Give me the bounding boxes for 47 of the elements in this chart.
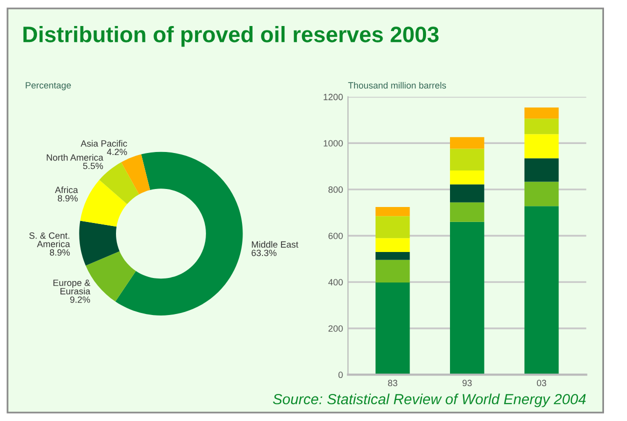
x-tick-label: 93 (462, 380, 472, 386)
y-tick-label: 200 (328, 325, 343, 332)
bar (450, 170, 484, 184)
bar (450, 222, 484, 375)
chart-subtitle: Percentage (26, 82, 71, 90)
y-tick-label: 0 (338, 372, 343, 378)
x-tick-label: 83 (388, 380, 398, 386)
donut-slice (121, 154, 150, 194)
x-tick-label: 03 (536, 380, 546, 386)
y-tick-label: 1200 (324, 94, 343, 100)
bar (450, 184, 484, 202)
y-axis-title: Thousand million barrels (348, 82, 446, 89)
bar (376, 252, 410, 260)
slice-label: Middle East (252, 241, 298, 248)
data-label: 4.2% (106, 148, 127, 156)
bar (376, 207, 410, 216)
bar (524, 107, 559, 119)
donut-slice (80, 180, 128, 227)
bar (376, 216, 410, 238)
bar (524, 182, 559, 206)
bar (524, 206, 559, 375)
donut-slice (79, 220, 120, 266)
data-label: 5.5% (83, 162, 103, 170)
bar (524, 118, 559, 134)
y-tick-label: 800 (328, 186, 343, 193)
bar (524, 158, 559, 182)
bar (376, 282, 410, 375)
bar (450, 137, 484, 149)
bar (524, 134, 559, 158)
bar (376, 238, 410, 252)
data-label: 63.3% (252, 250, 276, 256)
bar (450, 148, 484, 170)
slice-label: Asia Pacific (80, 140, 128, 147)
chart-title: Distribution of proved oil reserves 2003 (23, 26, 439, 47)
y-tick-label: 600 (328, 232, 343, 240)
bar (450, 202, 484, 222)
source-note: Source: Statistical Review of World Energy 2004 (272, 394, 586, 408)
y-tick-label: 400 (328, 279, 343, 286)
slice-label: Europe & Eurasia (53, 280, 90, 294)
slice-label: North America (46, 154, 104, 161)
slice-label: Africa (54, 186, 78, 194)
bar (376, 260, 410, 283)
data-label: 8.9% (50, 249, 70, 256)
data-label: 8.9% (58, 195, 78, 202)
y-tick-label: 1000 (324, 140, 343, 146)
slice-label: S. & Cent. America (29, 232, 70, 248)
data-label: 9.2% (70, 296, 90, 303)
